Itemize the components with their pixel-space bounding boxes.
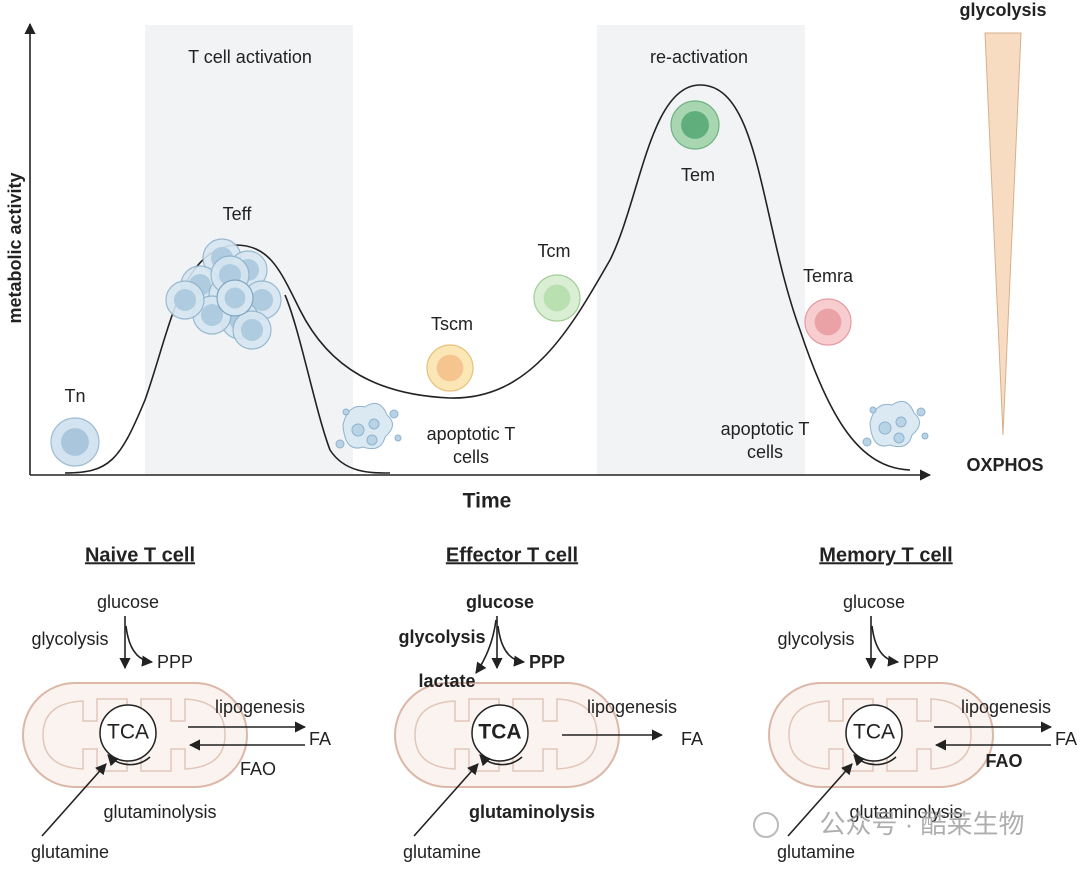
cell-nucleus <box>250 288 274 312</box>
y-axis-label: metabolic activity <box>5 172 25 323</box>
ppp-arrow <box>125 625 154 667</box>
cell-nucleus <box>173 288 197 312</box>
fao: FAO <box>240 759 276 779</box>
cristae <box>788 698 972 772</box>
cell-nucleus <box>224 287 246 309</box>
tca-cycle <box>845 704 903 762</box>
apoptotic-fragment <box>878 421 892 435</box>
apoptotic-fragment <box>366 434 378 446</box>
glucose: glucose <box>843 592 905 612</box>
apoptotic-fragment <box>389 409 399 419</box>
cell-label: Tn <box>64 386 85 406</box>
tca-arrow <box>853 754 897 767</box>
ppp: PPP <box>157 652 193 672</box>
apoptosis-branch <box>284 294 391 474</box>
cell-nucleus <box>543 284 571 312</box>
apoptotic-label: apoptotic T <box>721 419 810 439</box>
fao: FAO <box>985 751 1022 771</box>
panel-title: Effector T cell <box>446 544 578 566</box>
cell-nucleus <box>681 111 709 139</box>
glutamine: glutamine <box>31 842 109 862</box>
phase-label: T cell activation <box>188 47 312 67</box>
glutaminolysis: glutaminolysis <box>103 802 216 822</box>
lipogenesis: lipogenesis <box>961 697 1051 717</box>
cristae <box>42 698 226 772</box>
panel-title: Memory T cell <box>819 544 952 566</box>
glutamine-arrow <box>413 763 479 837</box>
tca-arrow <box>107 754 151 767</box>
cell-label: Teff <box>223 204 253 224</box>
apoptotic-fragment <box>862 437 872 447</box>
apoptotic-fragment <box>342 408 350 416</box>
apoptotic-fragment <box>893 432 905 444</box>
cells <box>50 100 929 467</box>
tca: TCA <box>853 721 895 744</box>
glycolysis: glycolysis <box>398 627 485 647</box>
tca-arrow <box>479 754 523 767</box>
apoptotic-body <box>869 400 920 448</box>
lipogenesis: lipogenesis <box>587 697 677 717</box>
apoptotic-fragment <box>895 416 907 428</box>
cell-label: Temra <box>803 266 854 286</box>
apoptotic-fragment <box>368 418 380 430</box>
fa: FA <box>681 729 703 749</box>
phase-band <box>597 25 805 475</box>
lactate-arrow <box>475 619 497 674</box>
fa: FA <box>309 729 331 749</box>
lipogenesis: lipogenesis <box>215 697 305 717</box>
panels: Naive T cell glucose glycolysis PPP TCA lipog… <box>22 544 1077 862</box>
tca: TCA <box>478 721 521 744</box>
cell-nucleus <box>814 308 842 336</box>
phase-label: re-activation <box>650 47 748 67</box>
apoptotic-label: cells <box>747 442 783 462</box>
cell-nucleus <box>200 303 224 327</box>
watermark-icon <box>753 812 779 838</box>
panel-title: Naive T cell <box>85 544 195 566</box>
glycolysis: glycolysis <box>31 629 108 649</box>
tca: TCA <box>107 721 149 744</box>
tca-cycle <box>471 704 529 762</box>
cell-nucleus <box>240 318 264 342</box>
tca-cycle <box>99 704 157 762</box>
watermark: 公众号 · 酷莱生物 <box>819 809 1024 839</box>
glutamine: glutamine <box>777 842 855 862</box>
apoptotic-fragment <box>351 423 365 437</box>
apoptotic-label: cells <box>453 447 489 467</box>
cell-label: Tem <box>681 165 715 185</box>
apoptotic-fragment <box>916 407 926 417</box>
apoptotic-fragment <box>394 434 402 442</box>
glucose: glucose <box>97 592 159 612</box>
ppp-arrow <box>497 625 526 667</box>
apoptotic-label: apoptotic T <box>427 424 516 444</box>
glutaminolysis: glutaminolysis <box>849 802 962 822</box>
lactate: lactate <box>418 671 475 691</box>
gradient-triangle <box>984 32 1022 436</box>
apoptotic-fragment <box>921 432 929 440</box>
ppp: PPP <box>903 652 939 672</box>
glutamine-arrow <box>787 763 853 837</box>
cell-label: Tscm <box>431 314 473 334</box>
glucose: glucose <box>466 592 534 612</box>
x-axis-label: Time <box>463 490 512 513</box>
ppp: PPP <box>529 652 565 672</box>
glycolysis: glycolysis <box>777 629 854 649</box>
glutaminolysis: glutaminolysis <box>469 802 595 822</box>
gradient-top: glycolysis <box>959 0 1046 20</box>
cell-nucleus <box>61 428 89 456</box>
apoptotic-body <box>342 402 393 450</box>
cell-label: Tcm <box>538 241 571 261</box>
fa: FA <box>1055 729 1077 749</box>
glutamine-arrow <box>41 763 107 837</box>
apoptotic-fragment <box>869 406 877 414</box>
cell-nucleus <box>436 354 464 382</box>
glutamine: glutamine <box>403 842 481 862</box>
apoptotic-fragment <box>335 439 345 449</box>
gradient-bottom: OXPHOS <box>966 455 1043 475</box>
phase-band <box>145 25 353 475</box>
ppp-arrow <box>871 625 900 667</box>
